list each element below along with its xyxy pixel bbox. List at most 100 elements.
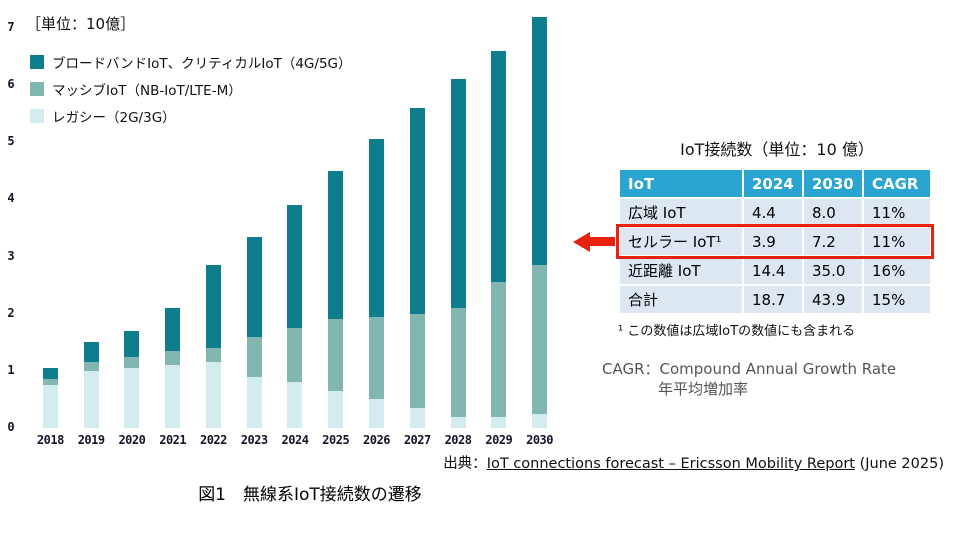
table-cell: 8.0 bbox=[802, 197, 864, 228]
legend-swatch-icon bbox=[30, 109, 44, 123]
bar-column bbox=[275, 28, 316, 428]
bar-segment bbox=[205, 348, 221, 363]
bar-segment bbox=[409, 108, 425, 314]
source-suffix: (June 2025) bbox=[854, 456, 944, 472]
x-axis-labels: 2018 2019 2020 2021 2022 2023 2024 2025 2026 2027… bbox=[30, 433, 560, 447]
y-axis-tick-label: 5 bbox=[7, 134, 15, 149]
table-panel: IoT接続数（単位：10 億） IoT 2024 2030 CAGR 広域 IoT 4.… bbox=[598, 136, 950, 400]
bar-segment bbox=[450, 308, 466, 417]
bar-segment bbox=[42, 368, 58, 380]
table-cell: 7.2 bbox=[802, 226, 864, 257]
bar-column bbox=[397, 28, 438, 428]
highlight-arrow-icon bbox=[573, 231, 615, 252]
bar-segment bbox=[409, 313, 425, 408]
table-cell: 11% bbox=[862, 197, 932, 228]
table-cell: 11% bbox=[862, 226, 932, 257]
bar-segment bbox=[532, 16, 548, 266]
x-axis-tick-label: 2023 bbox=[240, 433, 268, 447]
table-cell: 35.0 bbox=[802, 255, 864, 286]
table-cell: 3.9 bbox=[742, 226, 804, 257]
bar-stack bbox=[83, 342, 99, 428]
figure-caption: 図1 無線系IoT接続数の遷移 bbox=[198, 485, 422, 505]
legend-item: ブロードバンドIoT、クリティカルIoT（4G/5G） bbox=[30, 52, 352, 72]
bar-segment bbox=[205, 265, 221, 349]
iot-table: IoT 2024 2030 CAGR 広域 IoT 4.4 8.0 11% セルラー IoT¹… bbox=[618, 168, 932, 315]
legend-item: マッシブIoT（NB-IoT/LTE-M） bbox=[30, 79, 352, 99]
bar-segment bbox=[491, 282, 507, 417]
bar-segment bbox=[450, 416, 466, 428]
bar-segment bbox=[42, 385, 58, 428]
bar-stack bbox=[328, 170, 344, 428]
y-axis-tick-label: 2 bbox=[7, 305, 15, 320]
bar-segment bbox=[83, 370, 99, 428]
bar-stack bbox=[409, 108, 425, 428]
bar-column bbox=[315, 28, 356, 428]
legend-swatch-icon bbox=[30, 82, 44, 96]
legend-swatch-icon bbox=[30, 55, 44, 69]
bar-segment bbox=[124, 330, 140, 357]
x-axis-tick-label: 2020 bbox=[118, 433, 146, 447]
cagr-note: CAGR：Compound Annual Growth Rate 年平均増加率 bbox=[602, 359, 950, 400]
bar-segment bbox=[450, 79, 466, 309]
bar-stack bbox=[124, 330, 140, 428]
x-axis-tick-label: 2027 bbox=[403, 433, 431, 447]
table-footnote: ¹ この数値は広域IoTの数値にも含まれる bbox=[618, 324, 856, 339]
x-axis-tick-label: 2028 bbox=[444, 433, 472, 447]
bar-segment bbox=[83, 342, 99, 363]
source-line: 出典：IoT connections forecast – Ericsson M… bbox=[443, 452, 944, 473]
bar-column bbox=[519, 16, 560, 428]
y-axis-tick-label: 6 bbox=[7, 77, 15, 92]
bar-segment bbox=[287, 382, 303, 428]
table-row: セルラー IoT¹ 3.9 7.2 11% bbox=[618, 226, 932, 257]
bar-segment bbox=[328, 390, 344, 428]
bar-segment bbox=[165, 365, 181, 428]
legend: ブロードバンドIoT、クリティカルIoT（4G/5G） マッシブIoT（NB-Io… bbox=[30, 52, 352, 133]
arrow-head bbox=[573, 231, 590, 252]
bar-segment bbox=[328, 319, 344, 391]
table-header-cell: 2030 bbox=[802, 168, 864, 199]
bar-segment bbox=[532, 265, 548, 414]
bar-column bbox=[152, 28, 193, 428]
table-title: IoT接続数（単位：10 億） bbox=[680, 140, 874, 159]
bar-stack bbox=[450, 79, 466, 428]
x-axis-tick-label: 2030 bbox=[526, 433, 554, 447]
table-cell: 18.7 bbox=[742, 284, 804, 315]
bar-segment bbox=[369, 316, 384, 400]
cagr-translation: 年平均増加率 bbox=[658, 380, 749, 399]
table-cell: 16% bbox=[862, 255, 932, 286]
bar-column bbox=[193, 28, 234, 428]
bar-stack bbox=[287, 205, 303, 428]
bar-segment bbox=[83, 362, 99, 371]
bar-segment bbox=[287, 205, 303, 329]
bar-segment bbox=[369, 139, 384, 317]
legend-label: ブロードバンドIoT、クリティカルIoT（4G/5G） bbox=[52, 56, 352, 72]
iot-table-head-row: IoT 2024 2030 CAGR bbox=[618, 168, 932, 199]
bar-segment bbox=[124, 368, 140, 428]
y-axis-tick-label: 3 bbox=[7, 248, 15, 263]
x-axis-tick-label: 2019 bbox=[77, 433, 105, 447]
x-axis-tick-label: 2026 bbox=[363, 433, 390, 447]
bar-stack bbox=[42, 368, 58, 428]
legend-label: レガシー（2G/3G） bbox=[52, 110, 176, 126]
table-cell: 14.4 bbox=[742, 255, 804, 286]
bar-column bbox=[112, 28, 153, 428]
bar-column bbox=[356, 28, 397, 428]
x-axis-tick-label: 2022 bbox=[199, 433, 227, 447]
x-axis-tick-label: 2029 bbox=[485, 433, 513, 447]
table-cell: 合計 bbox=[618, 284, 744, 315]
bar-segment bbox=[409, 408, 425, 428]
bar-stack bbox=[532, 16, 548, 428]
bar-segment bbox=[369, 399, 384, 428]
x-axis-tick-label: 2024 bbox=[281, 433, 309, 447]
bar-column bbox=[30, 28, 71, 428]
bar-segment bbox=[328, 170, 344, 320]
bar-stack bbox=[369, 139, 384, 428]
bar-stack bbox=[491, 50, 507, 428]
bar-stack bbox=[246, 236, 262, 428]
table-row: 広域 IoT 4.4 8.0 11% bbox=[618, 197, 932, 228]
source-link[interactable]: IoT connections forecast – Ericsson Mobi… bbox=[486, 456, 855, 472]
table-row: 近距離 IoT 14.4 35.0 16% bbox=[618, 255, 932, 286]
table-cell: 4.4 bbox=[742, 197, 804, 228]
arrow-tail bbox=[589, 237, 615, 246]
